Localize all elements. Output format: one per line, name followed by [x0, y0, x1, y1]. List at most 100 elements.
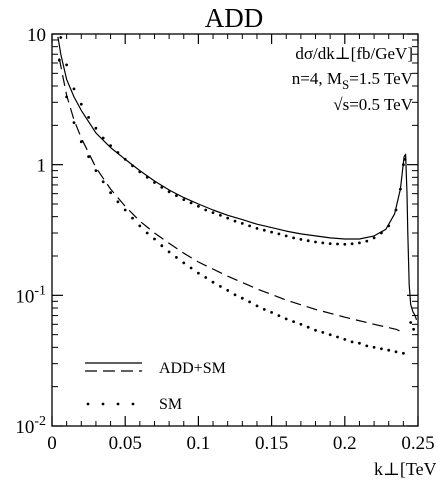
data-point: [94, 169, 98, 173]
data-point: [394, 350, 398, 354]
data-point: [94, 126, 98, 130]
data-point: [211, 211, 215, 215]
data-point: [262, 228, 266, 232]
y-tick-label: 1: [37, 156, 47, 177]
series-add-sm-dashed-line: [58, 58, 404, 333]
data-point: [87, 155, 90, 159]
data-point: [65, 95, 68, 99]
data-point: [299, 322, 303, 326]
data-point: [197, 204, 200, 208]
x-tick-label: 0.25: [401, 433, 434, 454]
data-point: [343, 338, 347, 341]
data-point: [153, 181, 156, 184]
data-point: [372, 345, 376, 349]
data-point: [116, 200, 120, 204]
data-point: [197, 271, 200, 275]
x-tick-label: 0.05: [109, 433, 142, 454]
legend-label-sm: SM: [159, 396, 182, 413]
data-point: [292, 236, 295, 240]
data-point: [255, 227, 259, 230]
data-point: [306, 239, 310, 243]
data-point: [306, 325, 310, 329]
annotation-parameters: n=4, MS=1.5 TeV: [292, 69, 414, 92]
data-point: [109, 191, 112, 195]
data-point: [226, 289, 230, 292]
data-point: [57, 58, 61, 62]
chart-title: ADD: [205, 3, 264, 33]
series-add-sm-solid-line: [57, 36, 418, 320]
data-point: [226, 216, 230, 220]
annotation-energy: √s=0.5 TeV: [333, 95, 413, 114]
data-point: [109, 144, 112, 148]
data-point: [160, 244, 164, 248]
data-point: [328, 242, 332, 246]
legend-dotted-marker: [86, 402, 135, 406]
data-point: [116, 151, 120, 154]
data-point: [248, 300, 252, 304]
data-point: [204, 208, 208, 212]
data-point: [277, 314, 281, 317]
data-point: [277, 232, 281, 236]
data-point: [101, 180, 105, 184]
data-point: [321, 241, 325, 245]
data-point: [380, 347, 383, 351]
data-point: [321, 331, 325, 334]
series-add-sm-dots: [59, 36, 415, 331]
data-point: [167, 250, 171, 254]
data-point: [284, 234, 288, 238]
legend-label-add-sm: ADD+SM: [159, 360, 226, 377]
data-point: [402, 163, 405, 167]
data-point: [336, 242, 339, 246]
y-tick-label: 10-2: [15, 414, 46, 438]
data-point: [65, 63, 68, 67]
data-point: [145, 175, 149, 179]
data-point: [79, 102, 83, 106]
data-point: [372, 236, 376, 240]
data-point: [399, 187, 402, 191]
data-point: [387, 348, 391, 352]
data-point: [380, 231, 383, 235]
data-point: [182, 261, 186, 265]
data-point: [131, 216, 134, 220]
legend: ADD+SM SM: [85, 360, 226, 413]
data-point: [138, 170, 142, 174]
data-point: [343, 242, 347, 246]
data-point: [255, 304, 259, 308]
data-point: [123, 208, 127, 212]
plot-frame: [51, 33, 419, 427]
series-sm-dots: [57, 58, 405, 355]
data-point: [123, 157, 127, 161]
y-tick-label: 10-1: [15, 283, 46, 307]
data-point: [248, 224, 252, 228]
data-point: [175, 256, 178, 259]
data-point: [336, 335, 339, 339]
data-point: [72, 121, 76, 124]
data-point: [240, 296, 244, 300]
x-tick-label: 0.2: [333, 433, 357, 454]
data-point: [145, 231, 149, 235]
data-point: [412, 327, 415, 331]
data-point: [409, 321, 413, 324]
data-point: [153, 237, 156, 241]
data-point: [394, 208, 398, 212]
x-axis-label: k⊥[TeV]: [374, 459, 436, 479]
data-point: [314, 328, 317, 332]
data-point: [270, 230, 273, 234]
data-point: [79, 140, 83, 144]
data-point: [182, 198, 186, 202]
data-point: [350, 340, 354, 344]
x-tick-label: 0.1: [187, 433, 211, 454]
x-tick-label: 0: [47, 433, 57, 454]
data-point: [358, 241, 361, 245]
data-point: [240, 222, 244, 225]
data-point: [365, 239, 369, 243]
data-point: [233, 219, 237, 223]
data-point: [72, 87, 76, 91]
data-point: [270, 311, 273, 314]
series-layer: [57, 36, 418, 355]
data-point: [292, 320, 295, 323]
annotation-quantity: dσ/dk⊥[fb/GeV]: [295, 44, 413, 63]
data-point: [299, 238, 303, 241]
data-point: [175, 194, 178, 198]
